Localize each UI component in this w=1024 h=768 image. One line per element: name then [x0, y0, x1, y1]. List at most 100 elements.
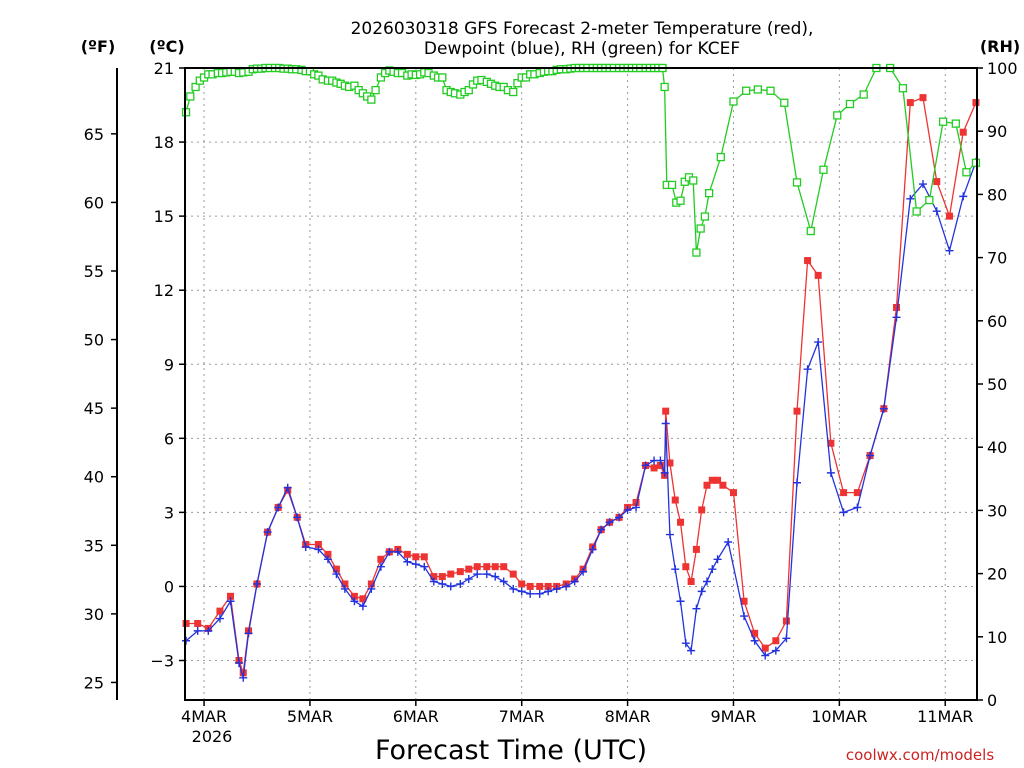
rh-point: [438, 73, 447, 82]
rh-point: [859, 90, 868, 99]
rh-point: [704, 188, 714, 198]
axes: 4MAR 5MAR 6MAR 7MAR 8MAR 9MAR 10MAR 11MAR −3 0 3 6 9…: [84, 59, 1018, 726]
dewpoint-point: [615, 513, 624, 522]
dewpoint-point: [446, 582, 455, 591]
temperature-point: [772, 637, 780, 645]
rh-point: [350, 81, 359, 90]
dewpoint-point: [332, 570, 341, 579]
temperature-point: [314, 540, 322, 548]
fahrenheit-tick-label: 25: [84, 673, 104, 692]
temperature-point: [893, 303, 901, 311]
dewpoint-point: [853, 503, 862, 512]
x-tick-label: 8MAR: [605, 707, 651, 726]
celsius-tick-label: 3: [164, 503, 174, 522]
dewpoint-point: [482, 570, 491, 579]
dewpoint-point: [340, 584, 349, 593]
celsius-tick-label: 12: [154, 281, 174, 300]
temperature-point: [708, 476, 716, 484]
rh-point: [742, 86, 751, 95]
dewpoint-point: [552, 584, 561, 593]
temperature-point: [840, 489, 848, 497]
rh-point: [951, 119, 960, 128]
dewpoint-point: [491, 572, 500, 581]
dewpoint-point: [367, 584, 376, 593]
dewpoint-point: [562, 582, 571, 591]
dewpoint-point: [215, 614, 224, 623]
dewpoint-point: [473, 570, 482, 579]
celsius-tick-label: −3: [150, 652, 174, 671]
dewpoint-point: [350, 597, 359, 606]
x-tick-label: 4MAR: [181, 707, 227, 726]
x-tick-label: 9MAR: [710, 707, 756, 726]
x-tick-label: 10MAR: [811, 707, 867, 726]
temperature-point: [761, 644, 769, 652]
rh-point: [845, 99, 855, 109]
dewpoint-point: [283, 483, 292, 492]
rh-tick-label: 50: [987, 375, 1007, 394]
temperature-point: [412, 553, 420, 561]
temperature-point: [959, 128, 967, 136]
temperature-line: [186, 96, 977, 674]
temperature-point: [687, 578, 695, 585]
dewpoint-point: [761, 651, 770, 660]
dewpoint-point: [713, 555, 722, 564]
dewpoint-point: [253, 579, 261, 588]
dewpoint-point: [692, 604, 701, 613]
dewpoint-point: [588, 545, 597, 554]
dewpoint-point: [839, 508, 848, 517]
temperature-point: [182, 619, 190, 627]
dewpoint-point: [771, 646, 780, 655]
temperature-point: [671, 496, 679, 504]
dewpoint-point: [605, 518, 614, 527]
grid-lines: [185, 68, 977, 700]
temperature-point: [919, 94, 927, 102]
dewpoint-point: [919, 180, 927, 189]
fahrenheit-tick-label: 35: [84, 536, 104, 555]
dewpoint-point: [879, 404, 888, 413]
temperature-point: [782, 617, 790, 625]
rh-point: [371, 85, 380, 95]
temperature-point: [714, 476, 722, 484]
fahrenheit-tick-label: 50: [84, 331, 104, 350]
celsius-axis-label: (ºC): [149, 37, 184, 56]
temperature-point: [438, 573, 446, 581]
rh-point: [186, 92, 195, 101]
temperature-point: [698, 506, 706, 514]
temperature-point: [656, 461, 664, 469]
temperature-point: [906, 99, 914, 107]
temperature-point: [403, 550, 411, 558]
temperature-point: [666, 459, 674, 467]
temperature-point: [632, 499, 640, 506]
rh-tick-label: 70: [987, 249, 1007, 268]
temperature-point: [465, 565, 473, 573]
credit-text: coolwx.com/models: [846, 746, 994, 764]
rh-point: [925, 195, 934, 205]
rh-point: [971, 158, 981, 167]
rh-point: [729, 97, 738, 106]
temperature-point: [447, 570, 455, 578]
dewpoint-point: [385, 547, 394, 556]
dewpoint-point: [517, 587, 526, 596]
dewpoint-point: [793, 478, 801, 487]
temperature-point: [491, 563, 499, 571]
dewpoint-point: [314, 545, 323, 554]
rh-point: [689, 176, 698, 185]
temperature-point: [341, 580, 349, 588]
rh-point: [367, 95, 376, 104]
dewpoint-point: [708, 565, 717, 574]
temperature-point: [359, 595, 367, 603]
dewpoint-point: [866, 451, 875, 460]
x-tick-label: 5MAR: [287, 707, 333, 726]
x-axis-title: Forecast Time (UTC): [375, 735, 647, 766]
rh-tick-label: 10: [987, 628, 1007, 647]
dewpoint-point: [204, 626, 213, 635]
celsius-tick-label: 21: [154, 59, 174, 78]
temperature-point: [751, 629, 759, 637]
rh-point: [700, 212, 710, 221]
dewpoint-point: [429, 577, 438, 586]
dewpoint-point: [358, 602, 367, 611]
celsius-tick-label: 6: [164, 429, 174, 448]
dewpoint-point: [244, 629, 253, 638]
